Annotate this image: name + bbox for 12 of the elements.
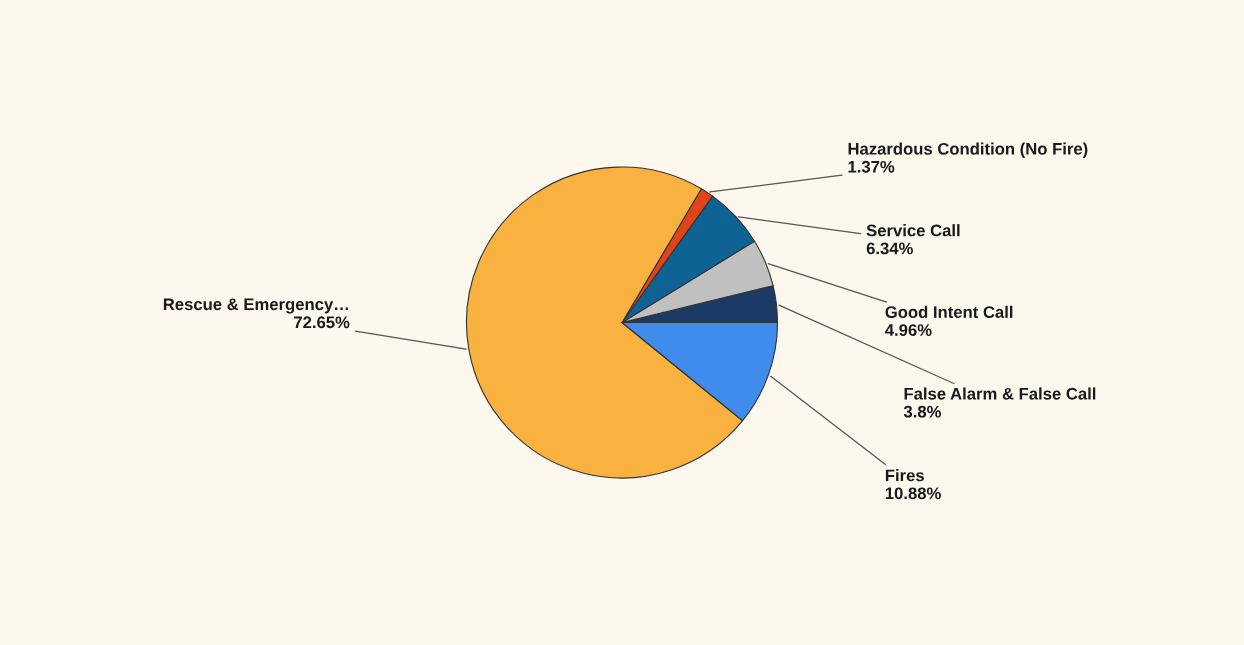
data-label: 3.8% [903, 405, 941, 418]
slice-label: Good Intent Call [885, 305, 1013, 318]
slice-label: Hazardous Condition (No Fire) [848, 142, 1088, 159]
data-label: 4.96% [885, 324, 932, 336]
slice-label: Rescue & Emergency… [163, 298, 348, 314]
data-label: 1.37% [848, 160, 895, 173]
data-label: 6.34% [866, 242, 913, 255]
slice-label: False Alarm & False Call [904, 387, 1096, 400]
data-label: 72.65% [294, 316, 350, 329]
slice-label: Fires [885, 469, 924, 482]
data-label: 10.88% [885, 487, 941, 500]
slice-label: Service Call [866, 224, 960, 237]
